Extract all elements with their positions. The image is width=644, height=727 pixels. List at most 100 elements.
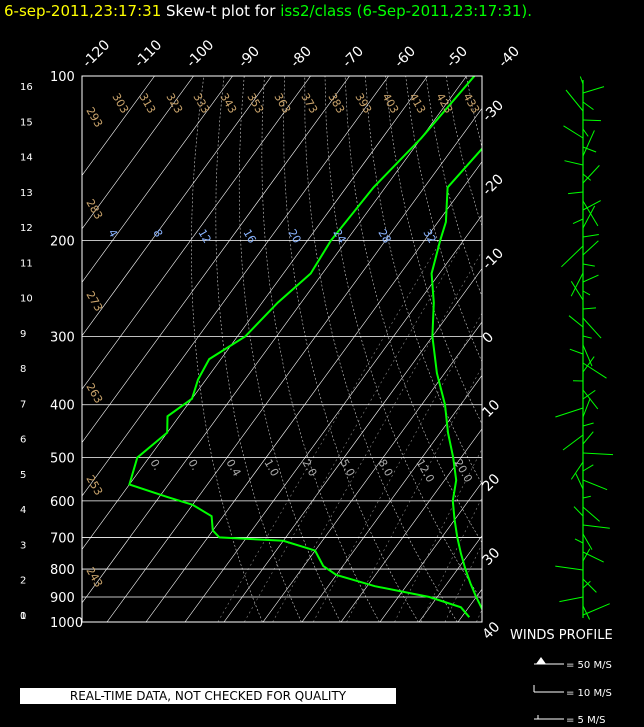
wind-barb (582, 464, 594, 472)
wind-barb (575, 473, 584, 490)
mixing-ratio-label: 32 (420, 227, 438, 246)
isotherm-line (379, 481, 482, 622)
height-tick-label: 6 (20, 435, 26, 446)
dry-adiabat-label: 283 (83, 197, 105, 222)
wind-barb (582, 605, 591, 620)
top-temperature-label: -100 (184, 37, 218, 71)
right-temperature-label: -10 (480, 245, 507, 272)
top-temperature-label: -90 (236, 43, 263, 70)
height-tick-label: 0 (20, 611, 26, 622)
wind-barb (582, 119, 602, 122)
wind-barb (582, 263, 595, 267)
mixing-ratio-line (244, 240, 465, 622)
wind-barb (582, 317, 602, 339)
isotherm-line (575, 76, 644, 622)
pressure-tick-label: 200 (50, 234, 75, 249)
mixing-ratio-line (476, 608, 482, 622)
isotherm-line (82, 76, 272, 337)
wind-barb (582, 422, 594, 427)
wind-barb (582, 130, 595, 157)
isotherm-line (106, 107, 482, 622)
wind-legend-flag (536, 657, 546, 664)
dry-adiabat-label: 343 (217, 91, 239, 116)
wind-barb (582, 495, 591, 499)
right-temperature-label: 40 (480, 619, 504, 643)
wind-barb (574, 538, 584, 544)
mixing-ratio-label: 24 (330, 227, 348, 246)
wind-barb (570, 272, 584, 297)
pressure-tick-label: 300 (50, 331, 75, 346)
dry-adiabat-line (324, 76, 482, 602)
dry-adiabat-label: 403 (379, 91, 401, 116)
mixing-ratio-line (420, 496, 482, 622)
wind-legend-label: = 5 M/S (566, 715, 605, 726)
pressure-tick-label: 900 (50, 591, 75, 606)
height-tick-label: 8 (20, 364, 26, 375)
wind-barb (582, 173, 592, 181)
dewpoint-line (128, 76, 476, 618)
dry-adiabat-label: 393 (352, 91, 374, 116)
wind-barb (582, 533, 593, 550)
dry-adiabat-line (567, 76, 644, 622)
dry-adiabat-line (466, 76, 482, 149)
wind-barb (570, 281, 584, 301)
dry-adiabat-line (304, 76, 458, 622)
mixing-ratio-label: 28 (375, 227, 393, 246)
quality-disclaimer: REAL-TIME DATA, NOT CHECKED FOR QUALITY (20, 688, 396, 704)
isotherm-line (82, 76, 155, 176)
wind-barb (582, 551, 604, 563)
dry-adiabat-label: 263 (83, 381, 105, 406)
dry-adiabat-label: 333 (190, 91, 212, 116)
pressure-tick-label: 1000 (50, 616, 83, 631)
right-temperature-label: -30 (480, 97, 507, 124)
height-tick-label: 13 (20, 188, 33, 199)
title-timestamp: 6-sep-2011,23:17:31 (4, 2, 162, 20)
temperature-line (430, 147, 482, 611)
top-temperature-label: -40 (496, 43, 523, 70)
height-tick-label: 3 (20, 540, 26, 551)
right-temperature-label: -20 (480, 171, 507, 198)
wind-barb (582, 307, 597, 310)
dry-adiabat-line (507, 76, 644, 622)
wind-barb (582, 290, 591, 296)
dry-adiabat-label: 433 (460, 91, 482, 116)
wind-legend-label: = 50 M/S (566, 660, 612, 671)
mixing-ratio-label: 5.0 (337, 457, 357, 479)
isotherm-line (82, 76, 389, 497)
wind-barb (582, 234, 599, 238)
dry-adiabat-label: 313 (136, 91, 158, 116)
wind-barb (568, 191, 584, 195)
dry-adiabat-line (405, 76, 482, 363)
winds-profile-title: WINDS PROFILE (510, 628, 613, 643)
wind-barb (582, 452, 614, 456)
mixing-ratio-label: 20 (285, 227, 303, 246)
height-tick-label: 15 (20, 117, 33, 128)
isotherm-line (82, 76, 467, 604)
isotherm-line (145, 161, 482, 622)
height-tick-label: 5 (20, 470, 26, 481)
mixing-ratio-label: 0.4 (223, 457, 243, 479)
wind-barb (563, 125, 584, 139)
isotherm-line (184, 214, 482, 622)
dry-adiabat-label: 413 (406, 91, 428, 116)
pressure-tick-label: 600 (50, 495, 75, 510)
wind-barb (582, 356, 595, 373)
dry-adiabat-label: 293 (83, 105, 105, 130)
wind-barb (582, 240, 599, 256)
height-tick-label: 1 (20, 611, 26, 622)
dry-adiabat-line (191, 76, 263, 622)
height-tick-label: 2 (20, 576, 26, 587)
wind-barb (582, 128, 589, 137)
wind-barb (569, 348, 584, 355)
dry-adiabat-label: 363 (271, 91, 293, 116)
dry-adiabat-line (547, 76, 644, 622)
mixing-ratio-label: 0. (147, 457, 164, 473)
height-tick-label: 11 (20, 258, 33, 269)
isotherm-line (301, 374, 482, 622)
pressure-tick-label: 100 (50, 70, 75, 85)
wind-barb (582, 274, 599, 283)
pressure-tick-label: 500 (50, 452, 75, 467)
isotherm-line (536, 76, 644, 622)
plot-title: 6-sep-2011,23:17:31 Skew-t plot for iss2… (4, 2, 532, 20)
dry-adiabat-line (527, 76, 644, 622)
